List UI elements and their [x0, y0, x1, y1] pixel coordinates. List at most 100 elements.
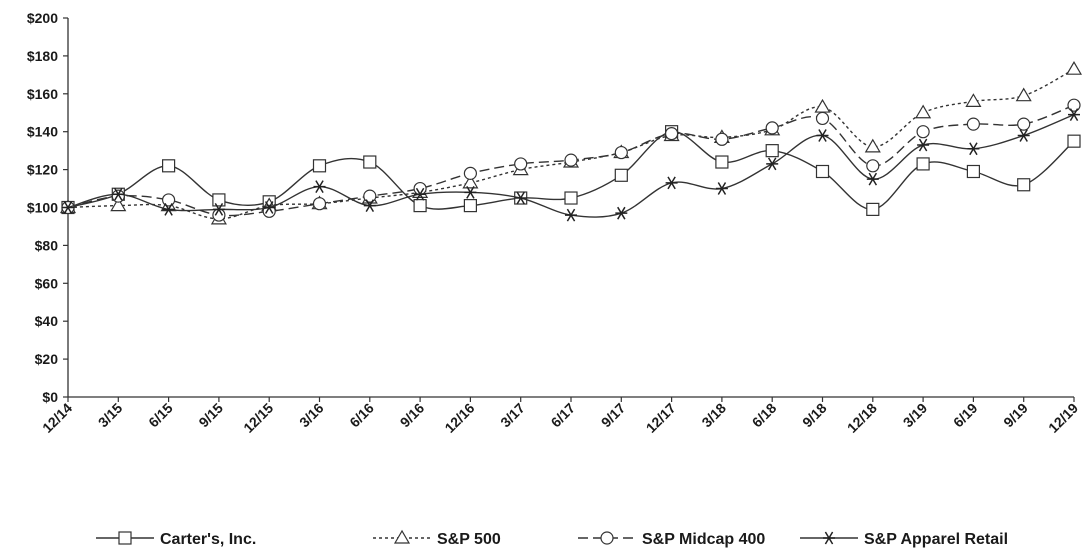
data-point-marker — [965, 93, 982, 107]
legend-entry: S&P Apparel Retail — [800, 531, 1008, 548]
x-tick-label: 9/15 — [195, 400, 226, 431]
data-point-marker — [765, 121, 779, 135]
data-point-marker — [413, 181, 427, 196]
data-point-marker — [967, 142, 980, 156]
data-point-marker — [1017, 129, 1030, 142]
x-tick-label: 12/18 — [844, 400, 880, 436]
data-point-marker — [814, 98, 831, 113]
data-point-marker — [212, 203, 225, 216]
y-tick-label: $60 — [35, 275, 59, 291]
data-point-marker — [564, 153, 578, 167]
axes: $0 $20 $40 $60 $80 $100 $120 $140 $160 $180 $200 12… — [27, 10, 1081, 436]
series-0 — [61, 125, 1081, 216]
x-tick-label: 12/16 — [441, 400, 477, 436]
data-point-marker — [463, 199, 477, 213]
legend-marker — [823, 531, 835, 545]
data-point-marker — [664, 126, 679, 141]
data-point-marker — [866, 159, 880, 173]
data-point-marker — [1065, 60, 1082, 75]
legend-entry: Carter's, Inc. — [96, 531, 256, 548]
data-point-marker — [111, 189, 125, 203]
data-point-marker — [715, 132, 729, 146]
y-tick-label: $20 — [35, 351, 59, 367]
data-point-marker — [917, 138, 930, 152]
data-point-marker — [462, 174, 479, 189]
x-tick-label: 3/18 — [698, 400, 729, 431]
x-tick-label: 12/19 — [1045, 400, 1081, 436]
data-point-marker — [864, 138, 881, 153]
data-point-marker — [263, 201, 276, 214]
y-tick-label: $80 — [35, 237, 59, 253]
x-tick-label: 9/17 — [598, 400, 629, 431]
series-3 — [62, 108, 1080, 222]
x-tick-label: 3/15 — [95, 400, 126, 431]
data-point-marker — [514, 191, 527, 205]
data-point-marker — [615, 206, 628, 220]
x-tick-label: 3/16 — [296, 400, 327, 431]
y-tick-label: $0 — [42, 389, 58, 405]
data-point-marker — [313, 180, 326, 194]
legend-marker — [600, 531, 614, 545]
y-tick-label: $200 — [27, 10, 58, 26]
data-point-marker — [463, 166, 477, 180]
legend-label: S&P Apparel Retail — [864, 531, 1008, 548]
data-point-marker — [565, 208, 577, 222]
legend-marker — [118, 531, 132, 545]
y-tick-label: $120 — [27, 162, 58, 178]
series-lines — [59, 60, 1082, 225]
data-point-marker — [866, 202, 880, 216]
data-point-marker — [414, 187, 427, 201]
x-tick-label: 6/17 — [548, 400, 579, 431]
data-point-marker — [464, 185, 477, 199]
x-tick-label: 6/19 — [950, 400, 981, 431]
data-point-marker — [363, 189, 377, 203]
data-point-marker — [614, 145, 628, 160]
y-tick-label: $140 — [27, 124, 58, 140]
legend: Carter's, Inc. S&P 500 S&P Midcap 400 S&P A… — [96, 529, 1008, 548]
x-tick-label: 3/17 — [497, 400, 528, 431]
data-point-marker — [1015, 87, 1032, 102]
data-point-marker — [766, 157, 779, 171]
legend-label: Carter's, Inc. — [160, 531, 256, 548]
data-point-marker — [1017, 178, 1031, 192]
data-point-marker — [1067, 134, 1081, 148]
data-point-marker — [110, 197, 127, 212]
x-tick-label: 12/15 — [240, 400, 276, 436]
y-tick-label: $160 — [27, 86, 58, 102]
x-tick-label: 9/19 — [1000, 400, 1031, 431]
data-point-marker — [413, 199, 427, 213]
x-tick-label: 6/16 — [346, 400, 377, 431]
data-point-marker — [162, 193, 176, 207]
x-tick-label: 6/15 — [145, 400, 176, 431]
data-point-marker — [966, 164, 981, 179]
legend-entry: S&P 500 — [373, 529, 501, 548]
x-tick-label: 12/14 — [39, 400, 75, 436]
data-point-marker — [765, 144, 779, 158]
data-point-marker — [815, 111, 830, 126]
data-point-marker — [665, 176, 678, 190]
data-point-marker — [866, 172, 879, 186]
data-point-marker — [614, 168, 628, 182]
x-tick-label: 6/18 — [749, 400, 780, 431]
x-tick-label: 3/19 — [900, 400, 931, 431]
data-point-marker — [715, 155, 729, 169]
data-point-marker — [915, 104, 932, 119]
data-point-marker — [112, 187, 125, 201]
data-point-marker — [564, 191, 578, 205]
data-point-marker — [815, 164, 830, 179]
x-tick-label: 9/16 — [397, 400, 428, 431]
y-tick-label: $100 — [27, 200, 58, 216]
data-point-marker — [212, 193, 226, 207]
data-point-marker — [514, 157, 528, 171]
x-tick-label: 12/17 — [643, 400, 679, 436]
data-point-marker — [312, 197, 327, 211]
data-point-marker — [162, 203, 175, 216]
legend-label: S&P 500 — [437, 531, 501, 548]
data-point-marker — [62, 201, 74, 214]
y-tick-label: $40 — [35, 313, 59, 329]
data-point-marker — [966, 117, 981, 131]
data-point-marker — [916, 125, 930, 139]
data-point-marker — [715, 182, 728, 195]
data-point-marker — [1017, 117, 1031, 131]
data-point-marker — [363, 199, 376, 212]
